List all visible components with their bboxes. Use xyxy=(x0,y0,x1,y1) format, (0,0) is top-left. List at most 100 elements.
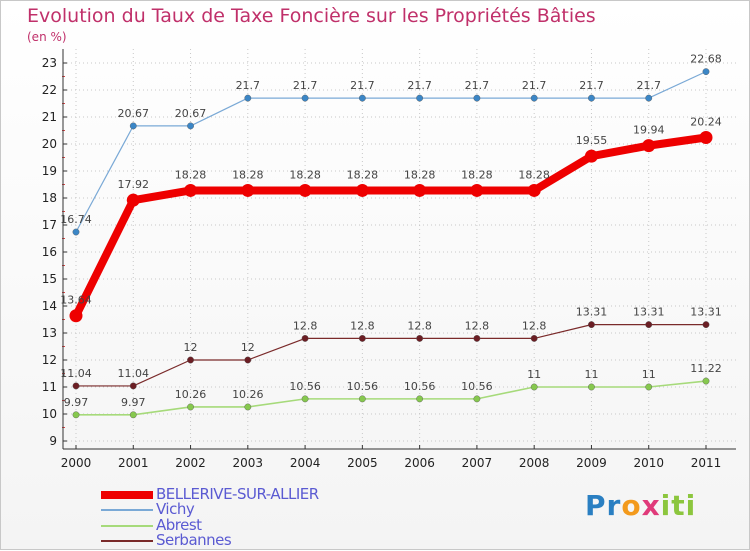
label-vichy-2010: 21.7 xyxy=(636,79,661,92)
point-bellerive-sur-allier-2010 xyxy=(642,139,656,153)
label-abrest-2001: 9.97 xyxy=(121,396,146,409)
label-vichy-2009: 21.7 xyxy=(579,79,604,92)
point-serbannes-2007 xyxy=(473,334,481,342)
point-serbannes-2002 xyxy=(187,356,194,364)
label-bellerive-sur-allier-2006: 18.28 xyxy=(404,168,436,181)
point-serbannes-2011 xyxy=(702,321,710,329)
label-bellerive-sur-allier-2007: 18.28 xyxy=(461,168,493,181)
point-serbannes-2006 xyxy=(416,334,424,342)
label-bellerive-sur-allier-2003: 18.28 xyxy=(232,168,264,181)
chart-title: Evolution du Taux de Taxe Foncière sur l… xyxy=(27,5,596,27)
legend-label-vichy: Vichy xyxy=(156,500,195,518)
point-serbannes-2003 xyxy=(244,356,252,364)
y-tick-label-22: 22 xyxy=(42,83,57,97)
point-bellerive-sur-allier-2007 xyxy=(470,183,484,197)
label-vichy-2006: 21.7 xyxy=(407,79,432,92)
point-abrest-2006 xyxy=(416,395,424,403)
label-vichy-2003: 21.7 xyxy=(236,79,261,92)
label-serbannes-2010: 13.31 xyxy=(633,306,665,319)
point-serbannes-2009 xyxy=(588,321,595,329)
point-vichy-2006 xyxy=(416,94,424,102)
data-labels: 16.74 20.67 20.67 21.7 21.7 21.7 21.7 21.7 21.7 2… xyxy=(60,53,722,409)
label-serbannes-2009: 13.31 xyxy=(576,306,608,319)
grid xyxy=(63,49,736,449)
series-line-serbannes xyxy=(75,324,707,387)
label-vichy-2007: 21.7 xyxy=(465,79,490,92)
legend-swatch-bellerive xyxy=(101,491,153,499)
label-serbannes-2005: 12.8 xyxy=(350,319,375,332)
label-bellerive-sur-allier-2004: 18.28 xyxy=(289,168,321,181)
point-vichy-2011 xyxy=(702,68,710,76)
label-abrest-2009: 11 xyxy=(584,368,598,381)
label-serbannes-2002: 12 xyxy=(184,341,198,354)
point-vichy-2007 xyxy=(473,94,481,102)
point-bellerive-sur-allier-2001 xyxy=(126,193,140,207)
label-bellerive-sur-allier-2010: 19.94 xyxy=(633,124,665,137)
label-bellerive-sur-allier-2008: 18.28 xyxy=(518,168,550,181)
point-bellerive-sur-allier-2008 xyxy=(527,183,541,197)
point-serbannes-2005 xyxy=(358,334,366,342)
x-tick-label-2011: 2011 xyxy=(691,456,722,470)
y-tick-label-21: 21 xyxy=(42,110,57,124)
x-tick-label-2008: 2008 xyxy=(519,456,550,470)
point-vichy-2008 xyxy=(530,94,538,102)
label-bellerive-sur-allier-2001: 17.92 xyxy=(118,178,150,191)
point-vichy-2004 xyxy=(301,94,309,102)
label-serbannes-2006: 12.8 xyxy=(407,319,432,332)
point-vichy-2005 xyxy=(358,94,366,102)
label-abrest-2008: 11 xyxy=(527,368,541,381)
x-tick-label-2010: 2010 xyxy=(633,456,664,470)
label-abrest-2007: 10.56 xyxy=(461,380,493,393)
y-tick-label-17: 17 xyxy=(42,218,57,232)
point-serbannes-2004 xyxy=(301,334,309,342)
x-tick-label-2002: 2002 xyxy=(175,456,206,470)
point-abrest-2007 xyxy=(473,395,481,403)
y-tick-label-10: 10 xyxy=(42,407,57,421)
label-bellerive-sur-allier-2009: 19.55 xyxy=(576,134,608,147)
point-abrest-2001 xyxy=(129,411,137,419)
x-tick-label-2007: 2007 xyxy=(462,456,493,470)
point-vichy-2009 xyxy=(588,94,595,102)
label-vichy-2002: 20.67 xyxy=(175,107,207,120)
label-serbannes-2011: 13.31 xyxy=(690,306,722,319)
point-abrest-2008 xyxy=(530,383,538,391)
label-vichy-2001: 20.67 xyxy=(118,107,150,120)
label-abrest-2000: 9.97 xyxy=(64,396,89,409)
point-abrest-2010 xyxy=(645,383,653,391)
point-abrest-2005 xyxy=(358,395,366,403)
label-serbannes-2004: 12.8 xyxy=(293,319,318,332)
point-vichy-2000 xyxy=(72,228,80,236)
label-vichy-2004: 21.7 xyxy=(293,79,318,92)
point-vichy-2001 xyxy=(129,122,137,130)
point-vichy-2003 xyxy=(244,94,252,102)
label-bellerive-sur-allier-2000: 13.64 xyxy=(60,294,92,307)
label-abrest-2003: 10.26 xyxy=(232,388,264,401)
point-bellerive-sur-allier-2005 xyxy=(355,183,369,197)
y-tick-label-14: 14 xyxy=(42,299,57,313)
point-abrest-2011 xyxy=(702,377,710,385)
x-tick-label-2005: 2005 xyxy=(347,456,378,470)
y-tick-label-13: 13 xyxy=(42,326,57,340)
x-tick-label-2003: 2003 xyxy=(233,456,264,470)
y-tick-label-12: 12 xyxy=(42,353,57,367)
legend-swatch-abrest xyxy=(101,525,153,527)
point-serbannes-2001 xyxy=(129,382,137,390)
series-lines xyxy=(69,68,713,419)
point-bellerive-sur-allier-2003 xyxy=(241,183,255,197)
proxiti-logo: Proxiti xyxy=(585,489,697,522)
axes: 9 10 11 12 13 14 15 16 17 18 19 20 21 22 23 2000 2001 200… xyxy=(42,49,736,470)
point-vichy-2010 xyxy=(645,94,653,102)
label-serbannes-2008: 12.8 xyxy=(522,319,547,332)
label-vichy-2005: 21.7 xyxy=(350,79,375,92)
series-line-vichy xyxy=(75,71,707,233)
point-abrest-2000 xyxy=(72,411,80,419)
y-tick-label-19: 19 xyxy=(42,164,57,178)
legend-label-serbannes: Serbannes xyxy=(156,531,232,549)
label-bellerive-sur-allier-2002: 18.28 xyxy=(175,168,207,181)
x-tick-label-2004: 2004 xyxy=(290,456,321,470)
point-abrest-2009 xyxy=(588,383,595,391)
y-tick-label-11: 11 xyxy=(42,380,57,394)
point-abrest-2004 xyxy=(301,395,309,403)
label-serbannes-2001: 11.04 xyxy=(118,367,150,380)
